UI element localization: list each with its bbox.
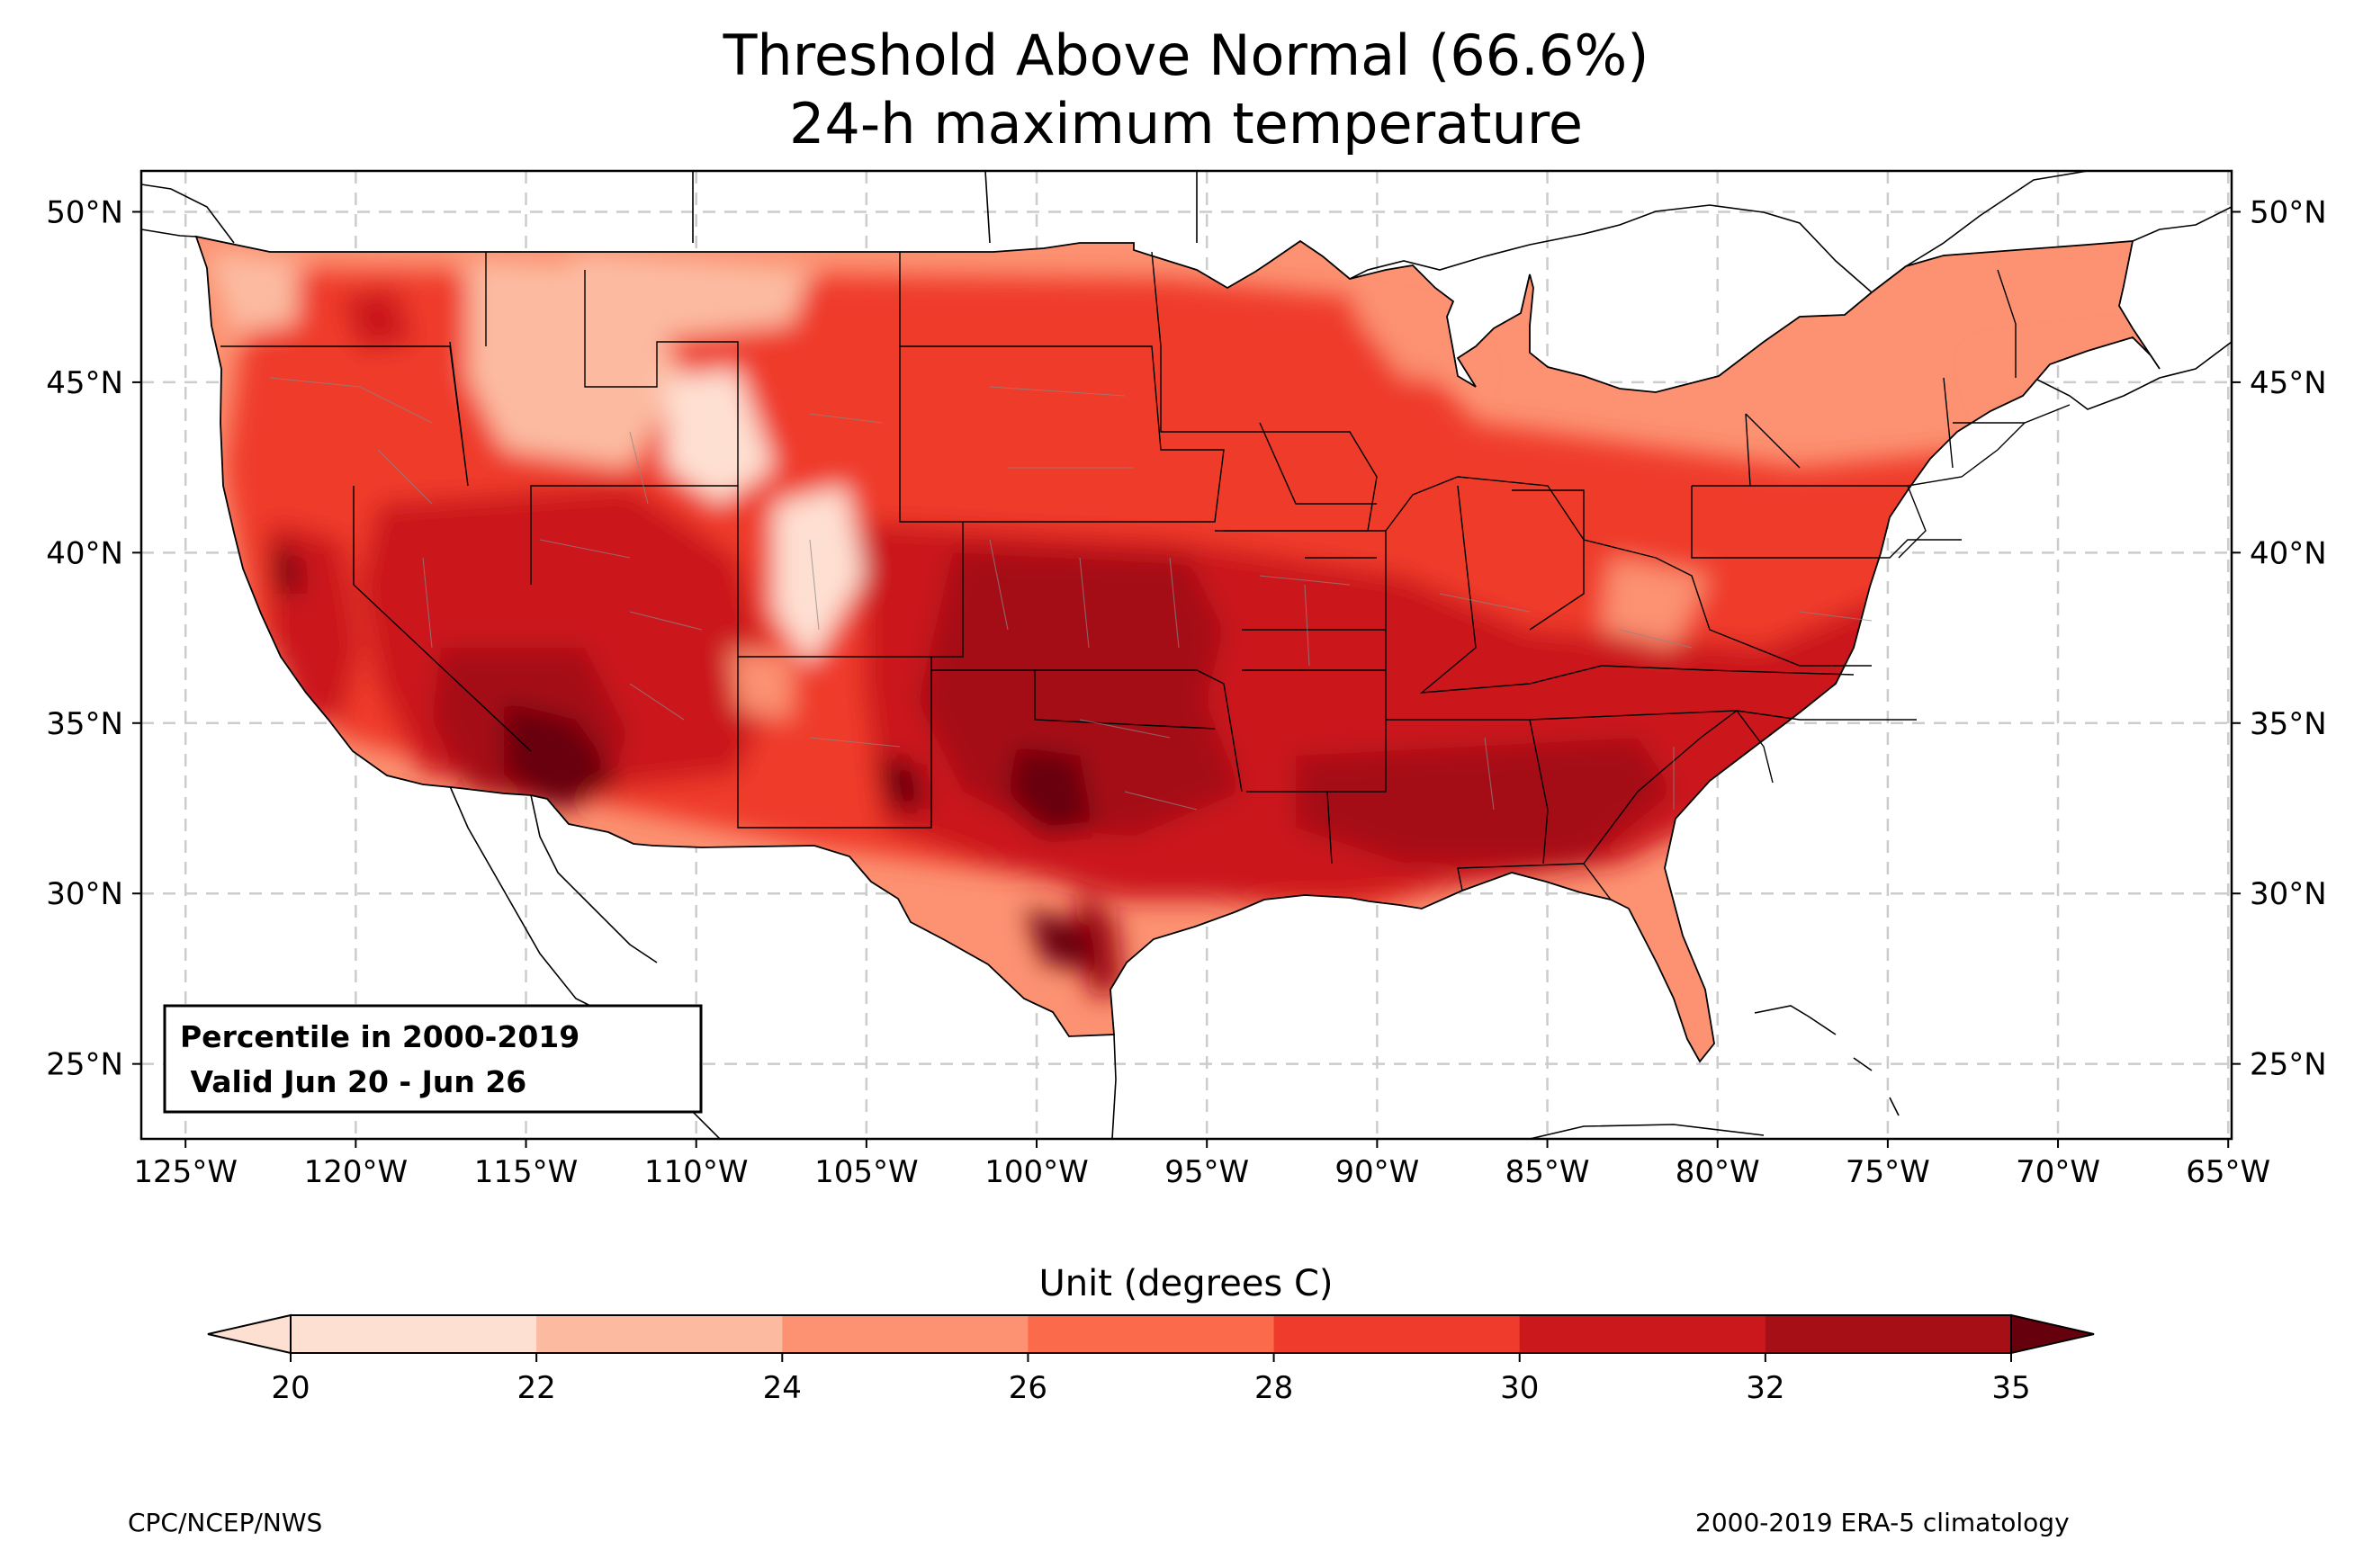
latitude-label-left: 40°N (46, 535, 123, 571)
colorbar-tick-label: 24 (763, 1370, 802, 1406)
longitude-label: 120°W (304, 1154, 409, 1190)
chart-title-line2: 24-h maximum temperature (788, 91, 1584, 157)
colorbar-extend-high (2010, 1313, 2095, 1355)
state-borders (220, 251, 2071, 900)
climate-division-lines (269, 377, 1873, 811)
latitude-label-right: 30°N (2250, 876, 2327, 912)
latitude-label-left: 30°N (46, 876, 123, 912)
colorbar-segment (536, 1315, 783, 1353)
longitude-label: 95°W (1164, 1154, 1249, 1190)
latitude-label-left: 25°N (46, 1047, 123, 1083)
colorbar-segment (1519, 1315, 1766, 1353)
longitude-label: 110°W (644, 1154, 749, 1190)
neighbor-coastlines (141, 171, 2232, 1139)
colorbar-segment (1765, 1315, 2012, 1353)
colorbar-tick-label: 22 (517, 1370, 556, 1406)
colorbar-tick-label: 28 (1254, 1370, 1293, 1406)
longitude-label: 115°W (474, 1154, 579, 1190)
latitude-label-right: 35°N (2250, 706, 2327, 742)
longitude-label: 125°W (133, 1154, 238, 1190)
colorbar-tick-label: 30 (1500, 1370, 1539, 1406)
colorbar (207, 1313, 2095, 1355)
latitude-tick-marks (132, 211, 2241, 1065)
latitude-label-right: 45°N (2250, 365, 2327, 401)
longitude-label: 80°W (1676, 1154, 1760, 1190)
chart-title-line1: Threshold Above Normal (66.6%) (723, 22, 1649, 88)
latitude-label-right: 40°N (2250, 535, 2327, 571)
longitude-label: 90°W (1334, 1154, 1419, 1190)
colorbar-segment (291, 1315, 537, 1353)
colorbar-tick-label: 26 (1009, 1370, 1047, 1406)
info-box-line1: Percentile in 2000-2019 (180, 1019, 580, 1054)
longitude-label: 70°W (2016, 1154, 2100, 1190)
longitude-label: 100°W (984, 1154, 1089, 1190)
longitude-label: 75°W (1846, 1154, 1930, 1190)
footer-climatology: 2000-2019 ERA-5 climatology (1695, 1508, 2070, 1537)
colorbar-tick-label: 35 (1991, 1370, 2030, 1406)
latitude-label-right: 25°N (2250, 1047, 2327, 1083)
colorbar-label: Unit (degrees C) (1038, 1263, 1334, 1304)
colorbar-extend-low (207, 1313, 292, 1355)
longitude-label: 85°W (1505, 1154, 1590, 1190)
longitude-tick-marks (184, 1139, 2230, 1148)
info-box: Percentile in 2000-2019 Valid Jun 20 - J… (163, 1004, 703, 1114)
latitude-label-left: 35°N (46, 706, 123, 742)
map-frame (139, 169, 2233, 1141)
longitude-tick-labels: 125°W 120°W 115°W 110°W 105°W 100°W 95°W 90°W 85… (133, 1154, 2270, 1190)
colorbar-segment (1273, 1315, 1521, 1353)
colorbar-tick-label: 20 (271, 1370, 310, 1406)
latitude-label-left: 45°N (46, 365, 123, 401)
longitude-label: 105°W (814, 1154, 919, 1190)
colorbar-segment (1028, 1315, 1275, 1353)
latitude-label-right: 50°N (2250, 194, 2327, 230)
info-box-line2: Valid Jun 20 - Jun 26 (180, 1064, 526, 1099)
longitude-label: 65°W (2186, 1154, 2270, 1190)
latitude-tick-labels-left: 25°N 30°N 35°N 40°N 45°N 50°N (46, 194, 123, 1082)
colorbar-tick-labels: 20 22 24 26 28 30 32 35 (271, 1353, 2031, 1406)
latitude-tick-labels-right: 25°N 30°N 35°N 40°N 45°N 50°N (2250, 194, 2327, 1082)
colorbar-segment (782, 1315, 1029, 1353)
colorbar-frame (290, 1314, 2012, 1354)
footer-source: CPC/NCEP/NWS (128, 1508, 323, 1537)
latitude-label-left: 50°N (46, 194, 123, 230)
colorbar-tick-label: 32 (1746, 1370, 1784, 1406)
